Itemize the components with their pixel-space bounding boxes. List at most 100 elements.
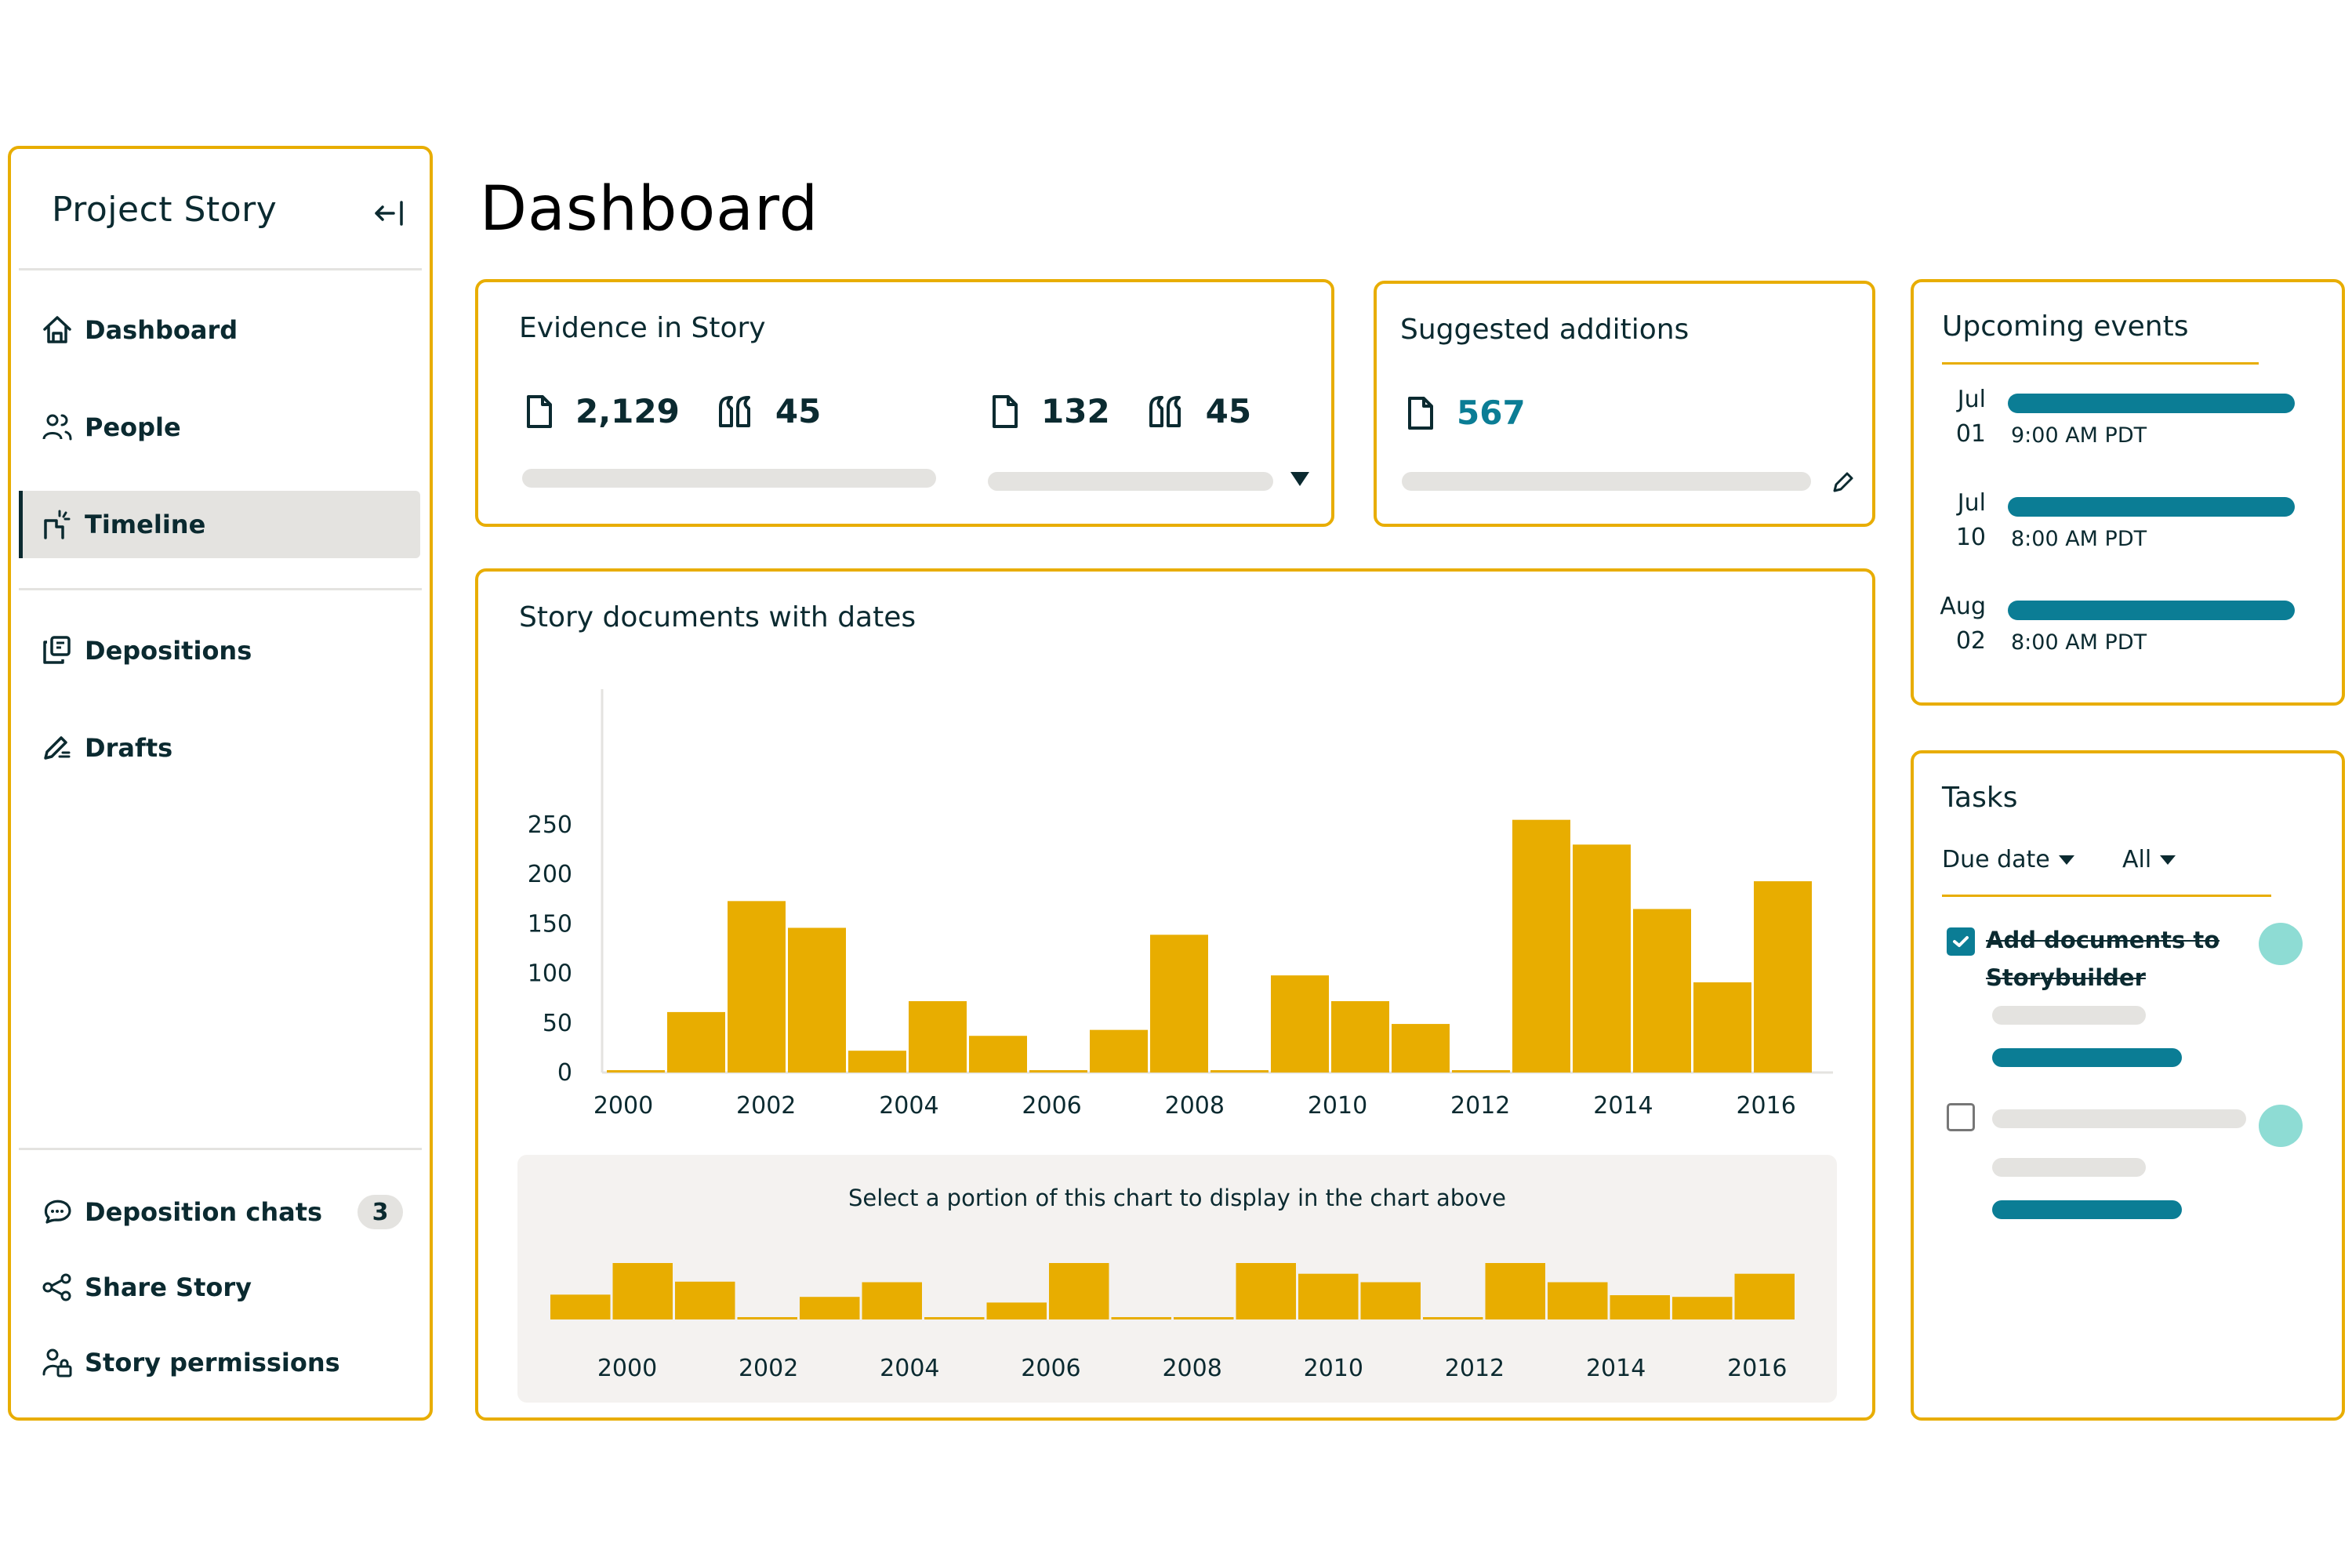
people-icon <box>42 414 72 441</box>
nav-label: Share Story <box>85 1272 252 1302</box>
filter-dropdown[interactable]: All <box>2122 846 2176 873</box>
event-title-bar[interactable] <box>2008 497 2295 517</box>
bar[interactable] <box>1633 909 1691 1073</box>
suggested-additions-card[interactable]: Suggested additions 567 <box>1374 281 1875 527</box>
brush-bar[interactable] <box>1423 1317 1483 1319</box>
bar[interactable] <box>1029 1070 1087 1073</box>
sidebar: Project Story Dashboard People Timeline … <box>8 146 433 1421</box>
task-checkbox-checked[interactable] <box>1947 927 1975 956</box>
bar[interactable] <box>1693 982 1751 1073</box>
check-icon <box>1953 936 1969 947</box>
brush-panel[interactable]: Select a portion of this chart to displa… <box>517 1155 1837 1403</box>
dropdown-caret-icon[interactable] <box>1289 470 1311 488</box>
timeline-icon <box>44 510 71 539</box>
sidebar-item-drafts[interactable]: Drafts <box>19 714 420 782</box>
y-tick-label: 150 <box>528 910 572 938</box>
sidebar-item-share-story[interactable]: Share Story <box>19 1254 420 1321</box>
sort-dropdown[interactable]: Due date <box>1942 846 2075 873</box>
event-month: Jul <box>1957 386 1986 413</box>
event-day: 10 <box>1955 524 1986 551</box>
brush-bar[interactable] <box>1298 1273 1359 1319</box>
assignee-avatar[interactable] <box>2259 923 2303 965</box>
placeholder-bar <box>988 472 1273 491</box>
bar[interactable] <box>1754 881 1812 1073</box>
bar[interactable] <box>1271 975 1329 1073</box>
chart-title: Story documents with dates <box>519 601 916 633</box>
sidebar-item-people[interactable]: People <box>19 394 420 461</box>
brush-x-tick-label: 2000 <box>597 1355 657 1382</box>
brush-bar[interactable] <box>550 1294 611 1319</box>
event-title-bar[interactable] <box>2008 394 2295 413</box>
assignee-avatar[interactable] <box>2259 1105 2303 1147</box>
quote-icon <box>1149 395 1181 427</box>
brush-bar[interactable] <box>924 1317 985 1319</box>
y-tick-label: 100 <box>528 960 572 988</box>
bar[interactable] <box>909 1000 967 1073</box>
x-tick-label: 2016 <box>1736 1092 1795 1120</box>
sidebar-item-deposition-chats[interactable]: Deposition chats 3 <box>19 1178 420 1246</box>
brush-bar[interactable] <box>1174 1317 1234 1319</box>
caret-down-icon <box>2058 855 2074 865</box>
brush-x-tick-label: 2006 <box>1021 1355 1080 1382</box>
quote-count: 45 <box>1205 392 1252 430</box>
card-title: Tasks <box>1942 782 2018 814</box>
sidebar-item-depositions[interactable]: Depositions <box>19 617 420 684</box>
brush-bar[interactable] <box>612 1263 673 1319</box>
brush-bar[interactable] <box>986 1302 1047 1319</box>
brush-bar[interactable] <box>800 1297 860 1319</box>
event-title-bar[interactable] <box>2008 601 2295 620</box>
brush-bar[interactable] <box>1049 1263 1109 1319</box>
bar[interactable] <box>667 1011 725 1073</box>
bar[interactable] <box>728 901 786 1073</box>
sidebar-item-story-permissions[interactable]: Story permissions <box>19 1329 420 1396</box>
bar[interactable] <box>1331 1000 1389 1073</box>
bar[interactable] <box>1392 1024 1450 1073</box>
x-tick-label: 2006 <box>1022 1092 1081 1120</box>
evidence-card[interactable]: Evidence in Story 2,129 45 132 45 <box>475 279 1334 527</box>
bar[interactable] <box>848 1051 906 1073</box>
sidebar-item-dashboard[interactable]: Dashboard <box>19 296 420 364</box>
brush-bar-chart[interactable]: 2000 2002 2004 2006 2008 2010 2012 2014 2016 <box>517 1233 1837 1398</box>
brush-bar[interactable] <box>1485 1263 1546 1319</box>
suggested-count[interactable]: 567 <box>1457 394 1526 432</box>
brush-bar[interactable] <box>1734 1273 1795 1319</box>
bar[interactable] <box>788 927 846 1073</box>
nav-label: Deposition chats <box>85 1197 323 1227</box>
brush-bar[interactable] <box>1610 1295 1671 1319</box>
nav-label: Dashboard <box>85 315 238 345</box>
drafts-icon <box>44 736 71 760</box>
filter-label: All <box>2122 846 2152 873</box>
main-bar-chart[interactable]: 0 50 100 150 200 250 2000 2002 2004 2006 2008 2010 2… <box>478 666 1872 1152</box>
brush-bar[interactable] <box>1360 1282 1421 1319</box>
bar[interactable] <box>1150 935 1208 1073</box>
nav-label: People <box>85 412 181 442</box>
bar[interactable] <box>607 1070 665 1073</box>
chat-count-badge: 3 <box>358 1195 403 1229</box>
brush-bar[interactable] <box>1111 1317 1172 1319</box>
bar[interactable] <box>1090 1029 1148 1073</box>
collapse-left-icon[interactable] <box>372 198 408 229</box>
brush-bar[interactable] <box>1672 1297 1733 1319</box>
brush-bar[interactable] <box>862 1282 923 1319</box>
depositions-icon <box>43 636 71 664</box>
brush-bar[interactable] <box>1548 1282 1608 1319</box>
task-title[interactable]: Add documents to Storybuilder <box>1986 927 2220 991</box>
task-checkbox[interactable] <box>1947 1103 1975 1131</box>
evidence-stat-group: 132 45 <box>991 392 1251 430</box>
bar[interactable] <box>1452 1070 1510 1073</box>
sidebar-item-timeline[interactable]: Timeline <box>19 491 420 558</box>
brush-bar[interactable] <box>1236 1263 1297 1319</box>
event-day: 01 <box>1955 420 1986 448</box>
event-month: Jul <box>1957 489 1986 517</box>
event-time: 8:00 AM PDT <box>2011 527 2147 551</box>
x-tick-label: 2002 <box>736 1092 796 1120</box>
pencil-icon[interactable] <box>1831 470 1855 494</box>
brush-bar[interactable] <box>675 1281 735 1319</box>
brush-instruction: Select a portion of this chart to displa… <box>848 1185 1506 1211</box>
bar[interactable] <box>1512 819 1570 1073</box>
bar[interactable] <box>1210 1070 1269 1073</box>
bar[interactable] <box>969 1036 1027 1073</box>
bar[interactable] <box>1573 844 1631 1073</box>
brush-bar[interactable] <box>737 1317 798 1319</box>
x-tick-label: 2014 <box>1593 1092 1653 1120</box>
